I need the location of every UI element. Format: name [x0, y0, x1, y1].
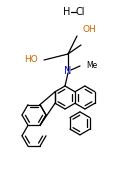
Text: OH: OH — [82, 25, 96, 35]
Text: Me: Me — [85, 61, 96, 69]
Text: Cl: Cl — [75, 7, 84, 17]
Text: HO: HO — [24, 56, 38, 64]
Text: N: N — [64, 66, 71, 76]
Text: H: H — [63, 7, 70, 17]
